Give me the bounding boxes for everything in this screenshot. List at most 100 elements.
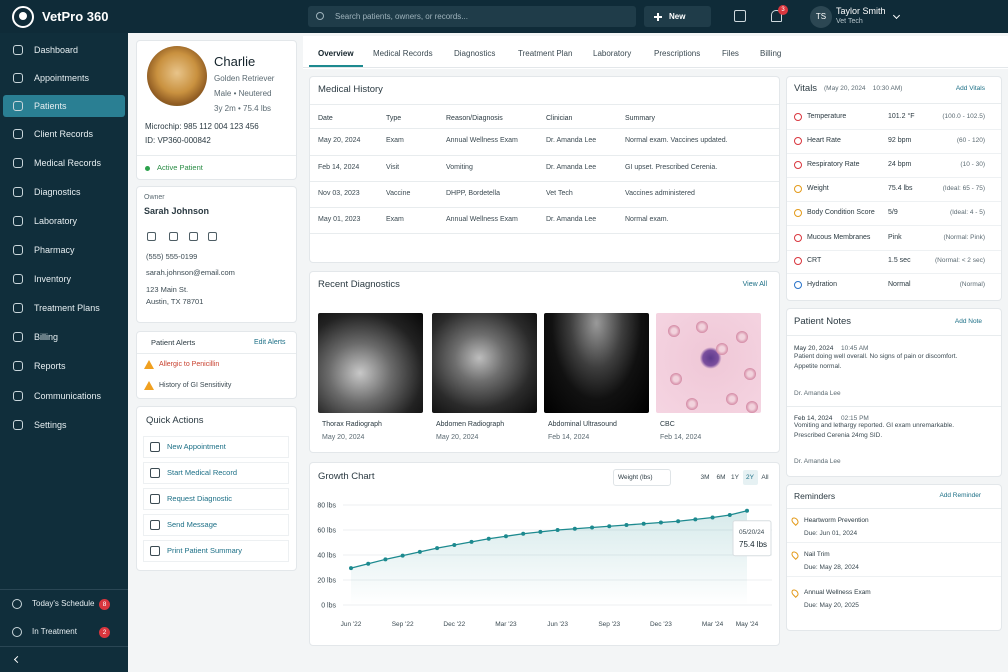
row-divider	[310, 181, 779, 182]
tab[interactable]: Diagnostics	[454, 49, 496, 58]
nav-item[interactable]: Client Records	[34, 129, 94, 139]
bell-icon[interactable]	[771, 10, 782, 22]
reminder-due: Due: May 28, 2024	[804, 564, 859, 571]
nav-item[interactable]: Settings	[34, 420, 67, 430]
tab[interactable]: Prescriptions	[654, 49, 701, 58]
blood-cell	[696, 321, 708, 333]
reminder-name: Nail Trim	[804, 551, 830, 558]
nav-item[interactable]: Billing	[34, 332, 59, 342]
diagnostic-image[interactable]	[544, 313, 649, 413]
contact-icon[interactable]	[208, 232, 217, 241]
tab[interactable]: Laboratory	[593, 49, 632, 58]
range-button[interactable]: 3M	[700, 473, 710, 481]
quick-action[interactable]	[143, 514, 289, 536]
blood-cell	[736, 331, 748, 343]
vital-range: (10 - 30)	[960, 161, 985, 168]
row-divider	[787, 225, 1001, 226]
tab[interactable]: Files	[722, 49, 739, 58]
vital-range: (Normal: Pink)	[943, 234, 985, 241]
cell: DHPP, Bordetella	[446, 190, 500, 197]
vital-icon	[794, 137, 802, 145]
cell: Vaccines administered	[625, 190, 695, 197]
nav-icon	[13, 45, 23, 55]
app-name: VetPro 360	[42, 9, 109, 24]
tab[interactable]: Medical Records	[373, 49, 433, 58]
quick-action[interactable]	[143, 462, 289, 484]
nav-item[interactable]: Medical Records	[34, 158, 102, 168]
quick-actions-title: Quick Actions	[146, 415, 204, 426]
vital-name: Hydration	[807, 281, 837, 288]
edit-alerts[interactable]: Edit Alerts	[254, 339, 286, 346]
vital-icon	[794, 257, 802, 265]
nav-item[interactable]: Reports	[34, 361, 66, 371]
blood-cell	[670, 373, 682, 385]
range-button[interactable]: 2Y	[746, 473, 754, 481]
range-button[interactable]: All	[761, 473, 769, 481]
quick-action-label[interactable]: Send Message	[167, 520, 218, 529]
quick-action[interactable]	[143, 540, 289, 562]
nav-icon	[13, 216, 23, 226]
contact-icon[interactable]	[169, 232, 178, 241]
add-reminder[interactable]: Add Reminder	[939, 492, 981, 499]
calendar-icon[interactable]	[734, 10, 746, 22]
metric-dropdown[interactable]	[613, 469, 671, 486]
divider	[787, 406, 1001, 407]
tab[interactable]: Billing	[760, 49, 782, 58]
view-all[interactable]: View All	[742, 281, 767, 288]
reminder-name: Annual Wellness Exam	[804, 589, 871, 596]
diagnostic-date: May 20, 2024	[322, 434, 365, 441]
cell: Vaccine	[386, 190, 411, 197]
contact-icon[interactable]	[189, 232, 198, 241]
tab[interactable]: Overview	[318, 49, 354, 58]
nav-item[interactable]: Laboratory	[34, 216, 78, 226]
search-box[interactable]	[308, 6, 636, 27]
quick-action-label[interactable]: Start Medical Record	[167, 468, 238, 477]
footer-item[interactable]: In Treatment	[32, 627, 77, 636]
divider	[787, 103, 1001, 104]
nav-item[interactable]: Diagnostics	[34, 187, 81, 197]
nav-item[interactable]: Communications	[34, 391, 102, 401]
quick-action[interactable]	[143, 436, 289, 458]
range-button[interactable]: 6M	[716, 473, 726, 481]
quick-action-label[interactable]: Print Patient Summary	[167, 546, 243, 555]
owner-card	[136, 186, 297, 323]
diagnostic-image[interactable]	[318, 313, 423, 413]
row-divider	[787, 201, 1001, 202]
vital-icon	[794, 113, 802, 121]
quick-action-label[interactable]: Request Diagnostic	[167, 494, 233, 503]
contact-icon[interactable]	[147, 232, 156, 241]
diagnostic-name: CBC	[660, 421, 675, 428]
footer-count: 8	[102, 600, 107, 608]
nav-icon	[13, 303, 23, 313]
divider	[137, 353, 296, 354]
add-note[interactable]: Add Note	[954, 318, 982, 325]
blood-cell	[726, 393, 738, 405]
nav-item[interactable]: Dashboard	[34, 45, 79, 55]
nav-item[interactable]: Appointments	[34, 73, 90, 83]
diagnostic-name: Abdominal Ultrasound	[548, 421, 617, 428]
nav-item[interactable]: Inventory	[34, 274, 72, 284]
footer-item[interactable]: Today's Schedule	[32, 599, 95, 608]
vital-value: Pink	[888, 234, 902, 241]
vital-value: 101.2 °F	[888, 113, 915, 120]
user-initials: TS	[815, 12, 827, 21]
tab-underline	[309, 65, 363, 67]
sidebar	[0, 33, 128, 672]
nav-item[interactable]: Treatment Plans	[34, 303, 100, 313]
quick-action[interactable]	[143, 488, 289, 510]
tab[interactable]: Treatment Plan	[518, 49, 573, 58]
nav-item[interactable]: Patients	[34, 101, 67, 111]
cell: Exam	[386, 216, 404, 223]
patient-name: Charlie	[214, 54, 256, 69]
vital-range: (60 - 120)	[956, 137, 985, 144]
vital-name: CRT	[807, 257, 822, 264]
new-button[interactable]	[644, 6, 711, 27]
diagnostic-image[interactable]	[432, 313, 537, 413]
range-button[interactable]: 1Y	[731, 473, 739, 481]
add-vitals[interactable]: Add Vitals	[955, 85, 985, 92]
section-title: Recent Diagnostics	[318, 279, 400, 290]
nav-item[interactable]: Pharmacy	[34, 245, 75, 255]
user-role: Vet Tech	[836, 18, 863, 25]
vital-value: Normal	[888, 281, 911, 288]
quick-action-label[interactable]: New Appointment	[167, 442, 226, 451]
